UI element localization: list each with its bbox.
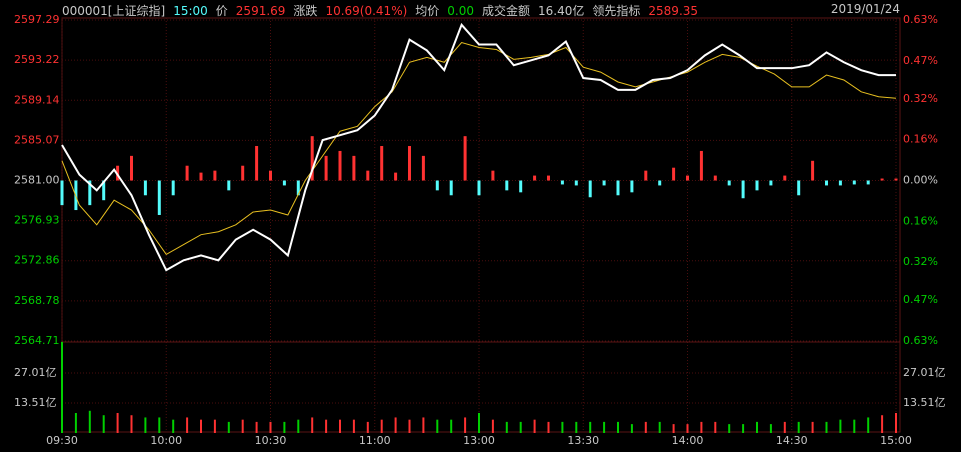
y2-tick-label: 0.47%: [903, 293, 938, 306]
x-tick-label: 10:00: [150, 434, 182, 447]
average-line: [61, 41, 897, 256]
y2-tick-label: 0.32%: [903, 92, 938, 105]
header: 000001[上证综指] 15:00 价 2591.69 涨跌 10.69(0.41%) 均…: [62, 2, 900, 18]
lead-label: 领先指标: [592, 4, 641, 18]
y-tick-label: 2589.14: [14, 93, 60, 106]
code: 000001[上证综指]: [62, 4, 166, 18]
y-tick-label: 2593.22: [14, 53, 60, 66]
y-tick-label: 2572.86: [14, 254, 60, 267]
y-tick-label: 2585.07: [14, 133, 60, 146]
x-tick-label: 13:00: [463, 434, 495, 447]
y2-tick-label: 0.16%: [903, 214, 938, 227]
y-tick-label: 2597.29: [14, 13, 60, 26]
y-tick-label: 2564.71: [14, 334, 60, 347]
vol-tick-label: 27.01亿: [903, 366, 946, 379]
y2-tick-label: 0.16%: [903, 133, 938, 146]
x-tick-label: 09:30: [46, 434, 78, 447]
x-tick-label: 14:30: [776, 434, 808, 447]
price-label: 价: [215, 4, 228, 18]
vol-tick-label: 13.51亿: [14, 396, 57, 409]
y2-tick-label: 0.63%: [903, 13, 938, 26]
price-line: [61, 22, 897, 272]
x-tick-label: 11:00: [359, 434, 391, 447]
lead: 2589.35: [648, 4, 699, 18]
date: 2019/01/24: [830, 2, 900, 16]
vol-tick-label: 13.51亿: [903, 396, 946, 409]
y-tick-label: 2568.78: [14, 294, 60, 307]
price: 2591.69: [235, 4, 286, 18]
y2-tick-label: 0.47%: [903, 54, 938, 67]
y-tick-label: 2581.00: [14, 174, 60, 187]
change-label: 涨跌: [293, 4, 318, 18]
vol-tick-label: 27.01亿: [14, 366, 57, 379]
y2-tick-label: 0.32%: [903, 255, 938, 268]
change: 10.69(0.41%): [325, 4, 408, 18]
y2-tick-label: 0.63%: [903, 334, 938, 347]
amount-label: 成交金额: [482, 4, 531, 18]
plot-frame: [61, 17, 901, 433]
amount: 16.40亿: [538, 4, 585, 18]
y2-tick-label: 0.00%: [903, 174, 938, 187]
x-tick-label: 14:00: [672, 434, 704, 447]
x-tick-label: 10:30: [255, 434, 287, 447]
x-tick-label: 13:30: [567, 434, 599, 447]
y-tick-label: 2576.93: [14, 214, 60, 227]
avg-label: 均价: [415, 4, 440, 18]
avg: 0.00: [447, 4, 475, 18]
x-tick-label: 15:00: [880, 434, 912, 447]
time: 15:00: [173, 4, 208, 18]
